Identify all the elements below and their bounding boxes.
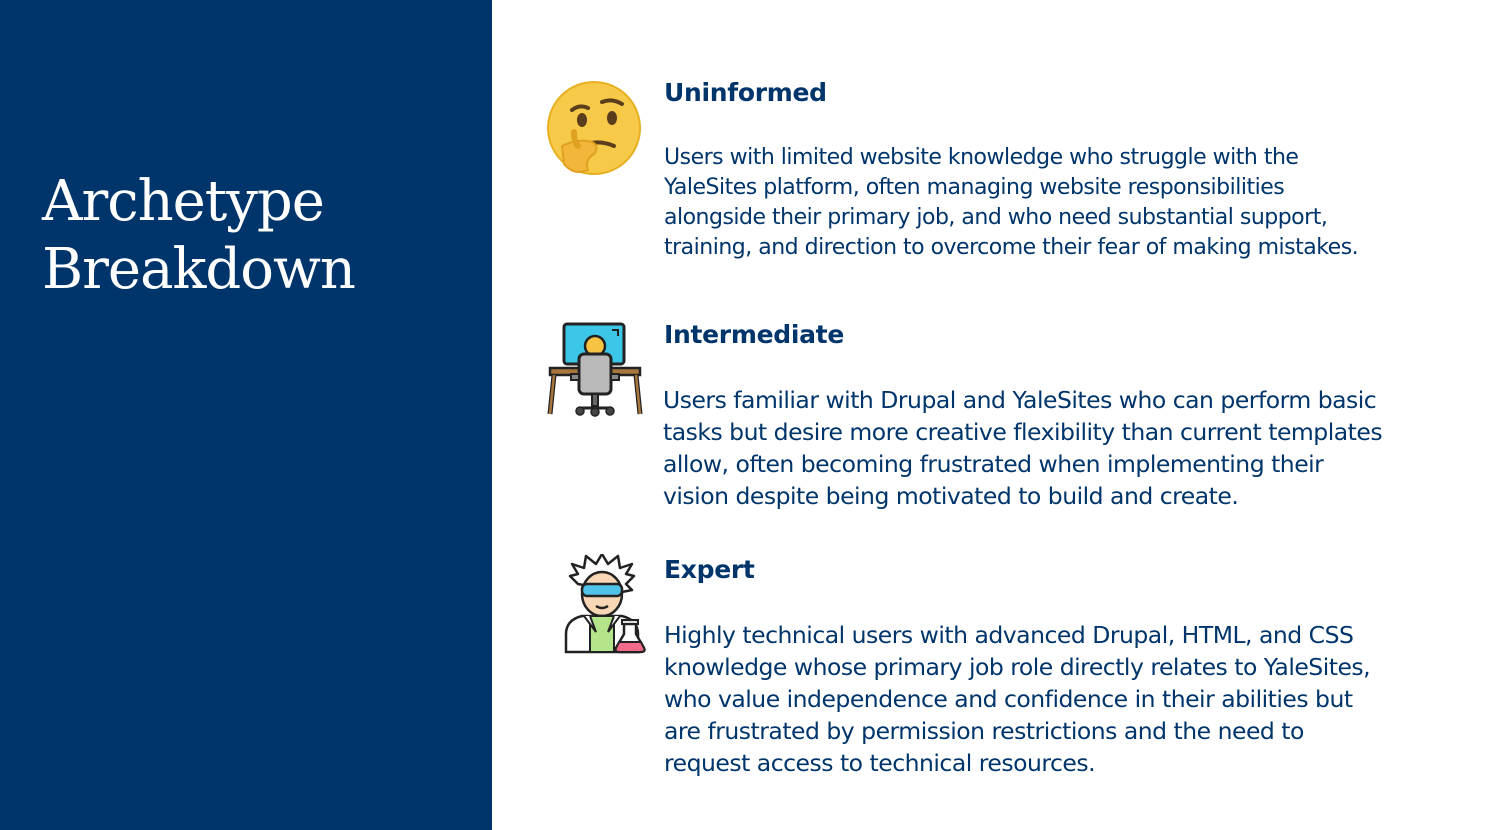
slide-title-line-1: Archetype [42,169,325,234]
scientist-icon [558,552,648,654]
description-line: are frustrated by permission restriction… [664,717,1304,745]
archetype-heading-expert: Expert [664,555,755,584]
description-line: who value independence and confidence in… [664,685,1353,713]
description-line: training, and direction to overcome thei… [664,235,1359,260]
description-line: request access to technical resources. [664,749,1096,777]
description-line: knowledge whose primary job role directl… [664,653,1371,681]
archetype-description-uninformed: Users with limited website knowledge who… [664,143,1359,263]
archetype-description-expert: Highly technical users with advanced Dru… [664,619,1371,779]
thinking-face-icon [544,80,644,180]
description-line: Highly technical users with advanced Dru… [664,621,1354,649]
description-line: Users with limited website knowledge who… [664,145,1299,170]
slide-title-line-2: Breakdown [42,237,356,302]
description-line: tasks but desire more creative flexibili… [663,418,1383,446]
archetype-heading-uninformed: Uninformed [664,78,827,107]
slide-title: Archetype Breakdown [42,168,356,304]
description-line: allow, often becoming frustrated when im… [663,450,1324,478]
description-line: alongside their primary job, and who nee… [664,205,1328,230]
description-line: Users familiar with Drupal and YaleSites… [663,386,1377,414]
computer-desk-icon [546,320,644,418]
description-line: YaleSites platform, often managing websi… [664,175,1285,200]
archetype-description-intermediate: Users familiar with Drupal and YaleSites… [663,384,1383,512]
title-panel: Archetype Breakdown [0,0,492,830]
description-line: vision despite being motivated to build … [663,482,1239,510]
archetype-heading-intermediate: Intermediate [664,320,844,349]
